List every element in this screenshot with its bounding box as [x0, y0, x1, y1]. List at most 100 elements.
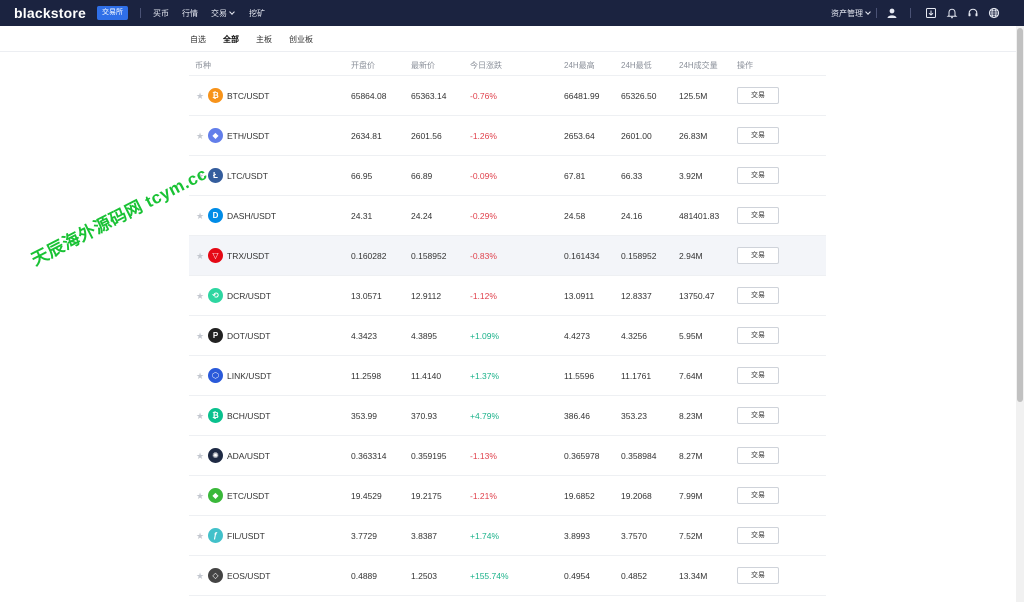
- pair-name[interactable]: EOS/USDT: [227, 571, 271, 581]
- favorite-star-icon[interactable]: ★: [196, 91, 205, 101]
- favorite-star-icon[interactable]: ★: [196, 371, 205, 381]
- table-row[interactable]: ★ ✺ ADA/USDT 0.363314 0.359195 -1.13% 0.365978…: [189, 436, 826, 476]
- pair-name[interactable]: ETH/USDT: [227, 131, 270, 141]
- pair-name[interactable]: DCR/USDT: [227, 291, 271, 301]
- favorite-star-icon[interactable]: ★: [196, 411, 205, 421]
- last-price: 12.9112: [411, 291, 442, 301]
- favorite-star-icon[interactable]: ★: [196, 251, 205, 261]
- volume-24h: 125.5M: [679, 91, 708, 101]
- trade-button[interactable]: 交易: [737, 407, 779, 424]
- favorite-star-icon[interactable]: ★: [196, 211, 205, 221]
- table-row[interactable]: ★ ⬡ LINK/USDT 11.2598 11.4140 +1.37% 11.5596 11…: [189, 356, 826, 396]
- favorite-star-icon[interactable]: ★: [196, 531, 205, 541]
- pair-name[interactable]: LINK/USDT: [227, 371, 272, 381]
- pair-name[interactable]: ADA/USDT: [227, 451, 270, 461]
- pair-name[interactable]: FIL/USDT: [227, 531, 265, 541]
- table-row[interactable]: ★ ₿ BCH/USDT 353.99 370.93 +4.79% 386.46 353.23…: [189, 396, 826, 436]
- trade-button[interactable]: 交易: [737, 287, 779, 304]
- open-price: 24.31: [351, 211, 373, 221]
- user-icon[interactable]: [886, 7, 898, 19]
- pair-name[interactable]: TRX/USDT: [227, 251, 270, 261]
- download-icon[interactable]: [925, 7, 937, 19]
- favorite-star-icon[interactable]: ★: [196, 131, 205, 141]
- table-row[interactable]: ★ P DOT/USDT 4.3423 4.3895 +1.09% 4.4273 4.3256…: [189, 316, 826, 356]
- pair-name[interactable]: LTC/USDT: [227, 171, 268, 181]
- high-24h: 24.58: [564, 211, 586, 221]
- last-price: 66.89: [411, 171, 433, 181]
- low-24h: 0.4852: [621, 571, 647, 581]
- bch-icon: ₿: [208, 408, 223, 423]
- last-price: 24.24: [411, 211, 433, 221]
- dot-icon: P: [208, 328, 223, 343]
- tab-growth-board[interactable]: 创业板: [289, 35, 313, 44]
- last-price: 4.3895: [411, 331, 437, 341]
- tab-main-board[interactable]: 主板: [256, 35, 272, 44]
- favorite-star-icon[interactable]: ★: [196, 571, 205, 581]
- high-24h: 2653.64: [564, 131, 595, 141]
- trade-button[interactable]: 交易: [737, 87, 779, 104]
- favorite-star-icon[interactable]: ★: [196, 491, 205, 501]
- table-row[interactable]: ★ ₿ BTC/USDT 65864.08 65363.14 -0.76% 66481.99…: [189, 76, 826, 116]
- trade-button[interactable]: 交易: [737, 447, 779, 464]
- volume-24h: 7.99M: [679, 491, 703, 501]
- change-percent: +1.74%: [470, 531, 500, 541]
- trade-button[interactable]: 交易: [737, 127, 779, 144]
- bell-icon[interactable]: [946, 7, 958, 19]
- pair-name[interactable]: ETC/USDT: [227, 491, 270, 501]
- brand-logo[interactable]: blackstore: [14, 5, 87, 21]
- assets-menu[interactable]: 资产管理: [831, 8, 871, 19]
- trade-button[interactable]: 交易: [737, 527, 779, 544]
- scrollbar-thumb[interactable]: [1017, 28, 1023, 402]
- trade-button[interactable]: 交易: [737, 567, 779, 584]
- globe-icon[interactable]: [988, 7, 1000, 19]
- eth-icon: ◆: [208, 128, 223, 143]
- col-change: 今日涨跌: [470, 61, 502, 70]
- pair-name[interactable]: DOT/USDT: [227, 331, 271, 341]
- table-row[interactable]: ★ ◇ EOS/USDT 0.4889 1.2503 +155.74% 0.4954 0.48…: [189, 556, 826, 596]
- headset-icon[interactable]: [967, 7, 979, 19]
- low-24h: 11.1761: [621, 371, 652, 381]
- tab-favorites[interactable]: 自选: [190, 35, 206, 44]
- change-percent: -0.09%: [470, 171, 497, 181]
- volume-24h: 3.92M: [679, 171, 703, 181]
- table-row[interactable]: ★ ▽ TRX/USDT 0.160282 0.158952 -0.83% 0.161434…: [189, 236, 826, 276]
- table-row[interactable]: ★ ◆ ETH/USDT 2634.81 2601.56 -1.26% 2653.64 260…: [189, 116, 826, 156]
- nav-market[interactable]: 行情: [182, 9, 198, 18]
- pair-name[interactable]: BCH/USDT: [227, 411, 271, 421]
- table-row[interactable]: ★ ƒ FIL/USDT 3.7729 3.8387 +1.74% 3.8993 3.7570…: [189, 516, 826, 556]
- trade-button[interactable]: 交易: [737, 167, 779, 184]
- pair-name[interactable]: DASH/USDT: [227, 211, 277, 221]
- favorite-star-icon[interactable]: ★: [196, 291, 205, 301]
- tab-all[interactable]: 全部: [223, 35, 239, 44]
- last-price: 3.8387: [411, 531, 437, 541]
- high-24h: 11.5596: [564, 371, 595, 381]
- table-row[interactable]: ★ Ł LTC/USDT 66.95 66.89 -0.09% 67.81 66.33 3.92…: [189, 156, 826, 196]
- etc-icon: ◆: [208, 488, 223, 503]
- nav-mining[interactable]: 挖矿: [249, 9, 265, 18]
- market-tabs: 自选 全部 主板 创业板: [0, 26, 1016, 52]
- trade-button[interactable]: 交易: [737, 207, 779, 224]
- trade-button[interactable]: 交易: [737, 247, 779, 264]
- favorite-star-icon[interactable]: ★: [196, 331, 205, 341]
- table-row[interactable]: ★ ⟲ DCR/USDT 13.0571 12.9112 -1.12% 13.0911 12.…: [189, 276, 826, 316]
- col-action: 操作: [737, 61, 753, 70]
- high-24h: 3.8993: [564, 531, 590, 541]
- favorite-star-icon[interactable]: ★: [196, 451, 205, 461]
- trade-button[interactable]: 交易: [737, 487, 779, 504]
- last-price: 0.158952: [411, 251, 447, 261]
- exchange-button[interactable]: 交易所: [97, 6, 128, 20]
- table-row[interactable]: ★ D DASH/USDT 24.31 24.24 -0.29% 24.58 24.16 481…: [189, 196, 826, 236]
- open-price: 0.363314: [351, 451, 387, 461]
- trade-button[interactable]: 交易: [737, 327, 779, 344]
- ltc-icon: Ł: [208, 168, 223, 183]
- fil-icon: ƒ: [208, 528, 223, 543]
- pair-name[interactable]: BTC/USDT: [227, 91, 270, 101]
- table-row[interactable]: ★ ◆ ETC/USDT 19.4529 19.2175 -1.21% 19.6852 19.…: [189, 476, 826, 516]
- low-24h: 24.16: [621, 211, 643, 221]
- open-price: 353.99: [351, 411, 377, 421]
- nav-trade[interactable]: 交易: [211, 8, 235, 19]
- favorite-star-icon[interactable]: ★: [196, 171, 205, 181]
- col-volume: 24H成交量: [679, 61, 718, 70]
- nav-buy-coin[interactable]: 买币: [153, 9, 169, 18]
- trade-button[interactable]: 交易: [737, 367, 779, 384]
